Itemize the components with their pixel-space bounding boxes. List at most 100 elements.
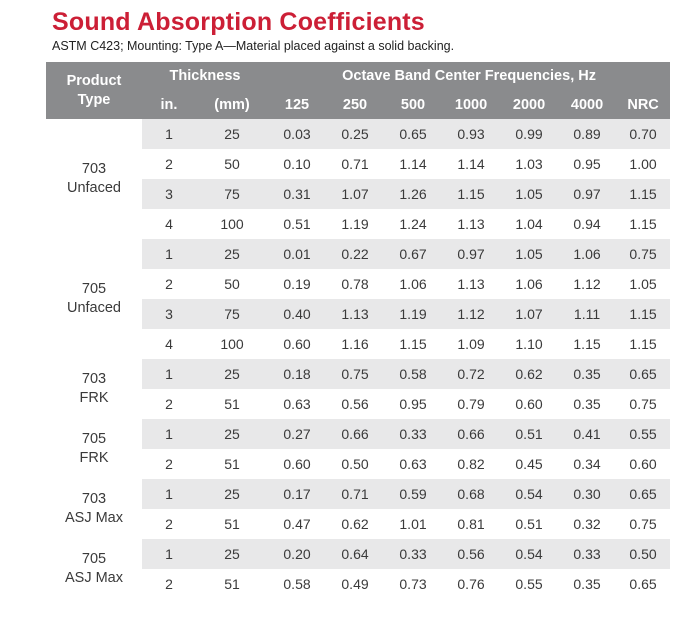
thickness-mm-cell: 25 [196,539,269,569]
coef-4000-cell: 0.35 [558,359,617,389]
nrc-cell: 1.15 [629,216,657,232]
coef-250-cell: 0.71 [326,479,385,509]
coef-1000-cell: 0.79 [457,396,485,412]
coef-500-cell: 0.95 [399,396,427,412]
coef-1000-cell: 0.93 [442,119,501,149]
table-row: 3 75 0.40 1.13 1.19 1.12 1.07 1.11 1.15 [46,299,671,329]
coef-4000-cell: 1.15 [573,336,601,352]
coef-4000-cell: 0.97 [558,179,617,209]
table-row: 2 51 0.60 0.50 0.63 0.82 0.45 0.34 0.60 [46,449,670,479]
table-body: 703 Unfaced 1 25 0.03 0.25 0.65 0.93 0.99 0.89 0.7… [46,119,671,599]
coef-2000-cell: 1.06 [515,276,543,292]
coef-500-cell: 0.58 [384,359,443,389]
product-type-line: FRK [79,450,109,466]
coef-4000-cell: 0.89 [558,119,617,149]
coef-2000-cell: 1.05 [500,239,559,269]
thickness-mm-cell: 25 [196,359,269,389]
coef-1000-cell: 1.13 [457,216,485,232]
product-type-line: ASJ Max [64,570,123,586]
thickness-mm-cell: 100 [220,216,244,232]
coef-500-cell: 1.19 [384,299,443,329]
coef-250-cell: 1.19 [341,216,369,232]
header-col-mm: (mm) [196,90,269,119]
coef-2000-cell: 0.54 [500,479,559,509]
thickness-in-cell: 1 [142,119,196,149]
coef-250-cell: 0.25 [326,119,385,149]
header-product-type-line2: Type [77,91,111,108]
thickness-mm-cell: 51 [224,516,240,532]
thickness-mm-cell: 51 [224,396,240,412]
table-row: 2 51 0.63 0.56 0.95 0.79 0.60 0.35 0.75 [46,389,670,419]
thickness-mm-cell: 25 [196,419,269,449]
coef-125-cell: 0.40 [268,299,327,329]
table-row: 705 FRK 1 25 0.27 0.66 0.33 0.66 0.51 0.41 0.55 [46,419,671,479]
table-row: 2 50 0.10 0.71 1.14 1.14 1.03 0.95 1.00 [46,149,670,179]
coef-1000-cell: 1.09 [457,336,485,352]
coef-4000-cell: 1.12 [573,276,601,292]
coef-125-cell: 0.18 [268,359,327,389]
coef-500-cell: 0.65 [384,119,443,149]
thickness-in-cell: 1 [142,419,196,449]
coef-2000-cell: 0.51 [515,516,543,532]
coef-4000-cell: 0.35 [573,396,601,412]
nrc-cell: 1.05 [629,276,657,292]
coef-1000-cell: 0.72 [442,359,501,389]
coef-2000-cell: 1.04 [515,216,543,232]
thickness-in-cell: 1 [142,239,196,269]
coef-500-cell: 1.06 [399,276,427,292]
coef-125-cell: 0.10 [283,156,311,172]
coef-125-cell: 0.03 [268,119,327,149]
product-type-line: Unfaced [66,180,121,196]
nrc-cell: 0.65 [616,359,671,389]
coef-500-cell: 1.26 [384,179,443,209]
product-type-line: 703 [81,161,107,177]
coef-2000-cell: 1.07 [500,299,559,329]
coef-1000-cell: 1.14 [457,156,485,172]
coef-1000-cell: 0.97 [442,239,501,269]
thickness-mm-cell: 51 [224,456,240,472]
coef-4000-cell: 1.06 [558,239,617,269]
coef-125-cell: 0.27 [268,419,327,449]
coef-2000-cell: 0.51 [500,419,559,449]
header-octave-band-frequencies: Octave Band Center Frequencies, Hz [268,62,671,90]
absorption-table: Product Type Thickness Octave Band Cente… [46,62,671,599]
header-col-4000: 4000 [558,90,617,119]
coef-500-cell: 1.24 [399,216,427,232]
coef-500-cell: 1.01 [399,516,427,532]
header-thickness: Thickness [142,62,269,90]
coef-125-cell: 0.31 [268,179,327,209]
table-row: 705 Unfaced 1 25 0.01 0.22 0.67 0.97 1.05 1.06 0.7… [46,239,671,359]
coef-2000-cell: 0.55 [515,576,543,592]
thickness-in-cell: 2 [165,276,173,292]
coef-4000-cell: 0.34 [573,456,601,472]
coef-4000-cell: 0.95 [573,156,601,172]
coef-125-cell: 0.01 [268,239,327,269]
coef-4000-cell: 0.30 [558,479,617,509]
table-row: 2 51 0.58 0.49 0.73 0.76 0.55 0.35 0.65 [46,569,670,599]
thickness-in-cell: 4 [165,216,173,232]
thickness-in-cell: 1 [142,479,196,509]
coef-250-cell: 0.50 [341,456,369,472]
page-subtitle: ASTM C423; Mounting: Type A—Material pla… [52,39,455,53]
thickness-in-cell: 1 [142,539,196,569]
product-type-line: 705 [81,431,107,447]
product-type-cell: 705 FRK [46,419,142,479]
coef-250-cell: 0.56 [341,396,369,412]
coef-4000-cell: 1.11 [558,299,617,329]
table-header: Product Type Thickness Octave Band Cente… [46,62,671,119]
nrc-cell: 0.75 [629,516,657,532]
thickness-in-cell: 2 [165,516,173,532]
coef-1000-cell: 1.13 [457,276,485,292]
coef-250-cell: 1.16 [341,336,369,352]
table-row: 4 100 0.51 1.19 1.24 1.13 1.04 0.94 1.15 [46,209,670,239]
product-type-line: ASJ Max [64,510,123,526]
coef-250-cell: 0.71 [341,156,369,172]
coef-250-cell: 0.64 [326,539,385,569]
coef-2000-cell: 0.45 [515,456,543,472]
coef-125-cell: 0.60 [283,336,311,352]
thickness-mm-cell: 100 [220,336,244,352]
thickness-mm-cell: 75 [196,179,269,209]
table-row: 2 50 0.19 0.78 1.06 1.13 1.06 1.12 1.05 [46,269,670,299]
coef-500-cell: 1.14 [399,156,427,172]
coef-250-cell: 0.22 [326,239,385,269]
